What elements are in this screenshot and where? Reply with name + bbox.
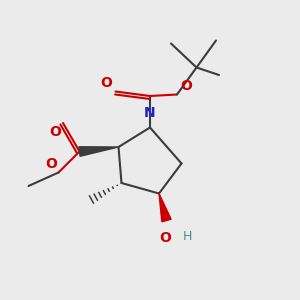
- Text: N: N: [144, 106, 156, 120]
- Text: H: H: [183, 230, 192, 242]
- Text: O: O: [50, 124, 61, 139]
- Text: O: O: [180, 79, 192, 93]
- Polygon shape: [159, 194, 171, 222]
- Text: O: O: [159, 231, 171, 245]
- Text: O: O: [45, 157, 57, 171]
- Polygon shape: [79, 147, 118, 156]
- Text: O: O: [100, 76, 112, 90]
